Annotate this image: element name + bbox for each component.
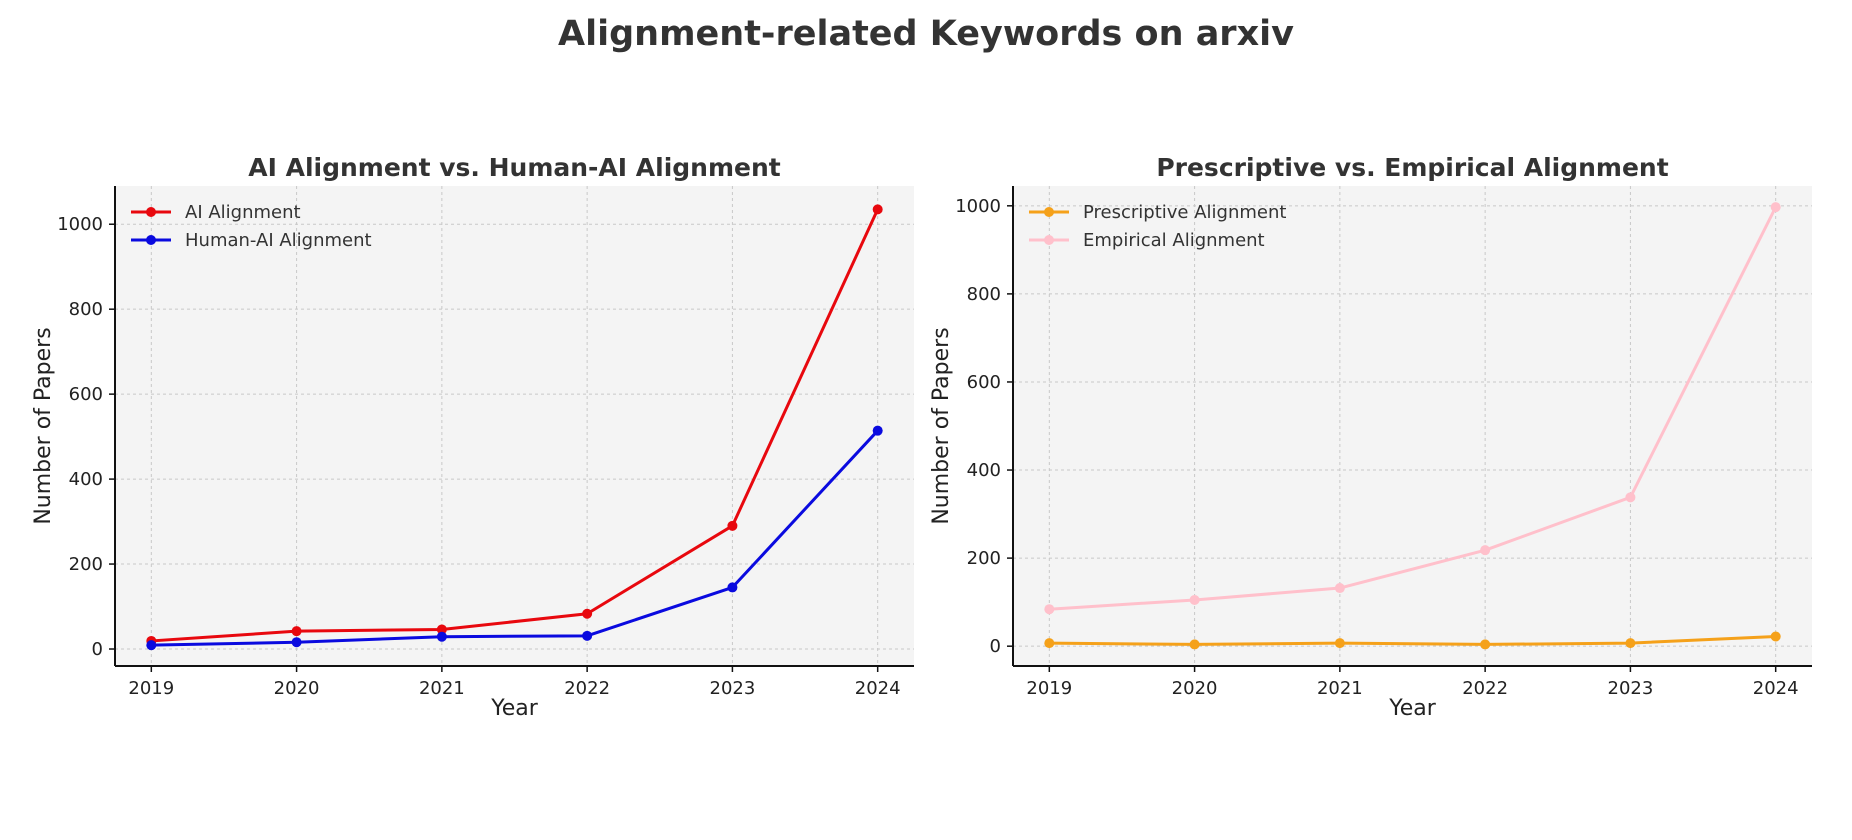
x-tick-label: 2020 bbox=[274, 678, 320, 699]
x-tick-label: 2019 bbox=[1026, 678, 1072, 699]
data-point bbox=[1770, 631, 1781, 642]
data-point bbox=[582, 608, 593, 619]
series-line-0 bbox=[151, 208, 880, 643]
chart-title: AI Alignment vs. Human-AI Alignment bbox=[248, 153, 781, 182]
legend-marker bbox=[1044, 235, 1054, 245]
plot-background bbox=[115, 186, 914, 666]
legend-label: Human-AI Alignment bbox=[185, 230, 372, 251]
series-line-1 bbox=[151, 429, 879, 647]
legend-label: AI Alignment bbox=[185, 202, 301, 223]
series-line-1 bbox=[1049, 206, 1778, 611]
chart-right: 2019 2020 2021 2022 2023 2024 0 200 400 600 800 100… bbox=[929, 153, 1812, 721]
legend-marker bbox=[146, 235, 156, 245]
legend-label: Empirical Alignment bbox=[1083, 230, 1265, 251]
plot-background bbox=[1013, 186, 1812, 666]
x-tick-label: 2019 bbox=[128, 678, 174, 699]
x-tick-label: 2022 bbox=[1462, 678, 1508, 699]
data-point bbox=[872, 204, 883, 215]
y-tick-label: 200 bbox=[69, 554, 103, 575]
data-point bbox=[436, 631, 447, 642]
data-point bbox=[1770, 202, 1781, 213]
y-axis-label: Number of Papers bbox=[929, 327, 954, 524]
data-point bbox=[1189, 594, 1200, 605]
y-tick-label: 600 bbox=[967, 372, 1001, 393]
figure-title: Alignment-related Keywords on arxiv bbox=[558, 14, 1294, 54]
data-point bbox=[1625, 638, 1636, 649]
data-point bbox=[1189, 639, 1200, 650]
data-point bbox=[1044, 638, 1055, 649]
data-point bbox=[872, 425, 883, 436]
x-tick-label: 2024 bbox=[1753, 678, 1799, 699]
chart-title: Prescriptive vs. Empirical Alignment bbox=[1156, 153, 1668, 182]
x-axis-label: Year bbox=[1388, 696, 1437, 721]
data-point bbox=[727, 582, 738, 593]
data-point bbox=[436, 624, 447, 635]
chart-left: 2019 2020 2021 2022 2023 2024 0 200 400 600 800 100… bbox=[31, 153, 914, 721]
data-point bbox=[1334, 638, 1345, 649]
legend-label: Prescriptive Alignment bbox=[1083, 202, 1286, 223]
x-tick-label: 2023 bbox=[1608, 678, 1654, 699]
data-point bbox=[291, 626, 302, 637]
y-tick-label: 1000 bbox=[955, 196, 1001, 217]
y-tick-label: 0 bbox=[92, 639, 103, 660]
x-tick-label: 2021 bbox=[419, 678, 465, 699]
data-point bbox=[291, 637, 302, 648]
x-tick-label: 2022 bbox=[564, 678, 610, 699]
y-tick-label: 0 bbox=[990, 636, 1001, 657]
legend-marker bbox=[1044, 207, 1054, 217]
y-tick-label: 400 bbox=[967, 460, 1001, 481]
x-tick-label: 2020 bbox=[1172, 678, 1218, 699]
y-axis-label: Number of Papers bbox=[31, 327, 56, 524]
data-point bbox=[1625, 492, 1636, 503]
x-tick-label: 2024 bbox=[855, 678, 901, 699]
x-axis-label: Year bbox=[490, 696, 539, 721]
series-line-0 bbox=[1049, 634, 1776, 646]
y-tick-label: 1000 bbox=[57, 214, 103, 235]
y-tick-label: 400 bbox=[69, 469, 103, 490]
data-point bbox=[582, 630, 593, 641]
y-tick-label: 200 bbox=[967, 548, 1001, 569]
legend-marker bbox=[146, 207, 156, 217]
data-point bbox=[727, 520, 738, 531]
data-point bbox=[1480, 545, 1491, 556]
data-point bbox=[1480, 639, 1491, 650]
x-tick-label: 2023 bbox=[710, 678, 756, 699]
data-point bbox=[1044, 604, 1055, 615]
y-tick-label: 800 bbox=[967, 284, 1001, 305]
data-point bbox=[1334, 583, 1345, 594]
data-point bbox=[146, 640, 157, 651]
y-tick-label: 600 bbox=[69, 384, 103, 405]
x-tick-label: 2021 bbox=[1317, 678, 1363, 699]
y-tick-label: 800 bbox=[69, 299, 103, 320]
